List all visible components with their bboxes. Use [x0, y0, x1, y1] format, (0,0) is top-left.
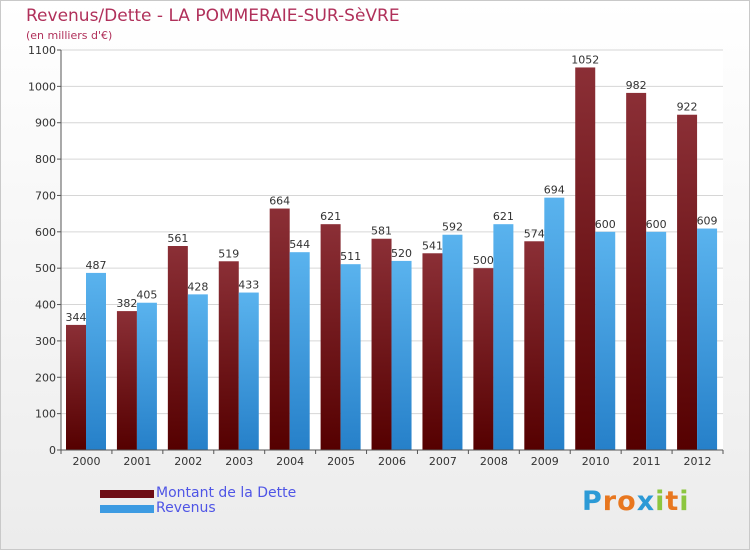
chart-title: Revenus/Dette - LA POMMERAIE-SUR-SèVRE	[26, 6, 400, 26]
x-tick-label: 2011	[633, 455, 661, 468]
bar-dette	[320, 224, 341, 450]
data-label: 694	[544, 184, 565, 197]
bar-dette	[269, 208, 290, 450]
bar-dette	[66, 324, 86, 450]
chart-subtitle: (en milliers d'€)	[26, 29, 113, 42]
x-tick-label: 2008	[480, 455, 508, 468]
bar-revenus	[442, 234, 463, 450]
data-label: 621	[320, 210, 341, 223]
bar-dette	[116, 311, 137, 450]
chart-legend: Montant de la Dette Revenus	[100, 486, 296, 516]
legend-item-dette: Montant de la Dette	[100, 486, 296, 501]
data-label: 511	[340, 250, 361, 263]
data-label: 487	[86, 259, 107, 272]
data-label: 592	[442, 221, 463, 234]
bar-dette	[626, 92, 647, 450]
data-label: 520	[391, 247, 412, 260]
logo-letter: P	[582, 486, 603, 517]
bar-dette	[677, 114, 698, 451]
x-tick-label: 2003	[225, 455, 253, 468]
y-tick-label: 800	[35, 153, 56, 166]
bar-dette	[371, 238, 392, 450]
data-label: 664	[269, 195, 290, 208]
y-tick-label: 0	[49, 444, 56, 457]
logo-letter: x	[636, 486, 656, 517]
bar-dette	[167, 246, 188, 450]
logo-letter: t	[665, 486, 680, 517]
legend-item-revenus: Revenus	[100, 501, 296, 516]
data-label: 344	[66, 311, 87, 324]
data-label: 581	[371, 225, 392, 238]
legend-swatch-dette	[100, 489, 154, 498]
data-label: 922	[677, 101, 698, 114]
bar-revenus	[646, 231, 667, 450]
data-label: 982	[626, 79, 647, 92]
data-label: 574	[524, 227, 545, 240]
bar-dette	[422, 253, 443, 450]
y-tick-label: 600	[35, 226, 56, 239]
data-label: 621	[493, 210, 514, 223]
data-label: 519	[218, 247, 239, 260]
bar-revenus	[289, 252, 310, 450]
logo-letter: i	[655, 486, 666, 517]
x-tick-label: 2002	[174, 455, 202, 468]
data-label: 561	[167, 232, 188, 245]
y-tick-label: 100	[35, 408, 56, 421]
data-label: 433	[238, 279, 259, 292]
x-tick-label: 2005	[327, 455, 355, 468]
data-label: 500	[473, 254, 494, 267]
bar-dette	[473, 268, 494, 450]
bar-revenus	[86, 272, 106, 450]
data-label: 405	[136, 289, 157, 302]
x-tick-label: 2001	[123, 455, 151, 468]
y-tick-label: 500	[35, 262, 56, 275]
bar-revenus	[595, 231, 616, 450]
data-label: 600	[595, 218, 616, 231]
bar-revenus	[493, 224, 514, 450]
bar-revenus	[238, 292, 259, 450]
y-tick-label: 400	[35, 299, 56, 312]
legend-label-dette: Montant de la Dette	[156, 485, 297, 501]
bar-dette	[524, 241, 545, 450]
y-tick-label: 1100	[28, 44, 56, 57]
legend-label-revenus: Revenus	[156, 500, 216, 516]
data-label: 541	[422, 239, 443, 252]
x-tick-label: 2009	[531, 455, 559, 468]
x-tick-label: 2010	[582, 455, 610, 468]
data-label: 600	[646, 218, 667, 231]
y-tick-label: 900	[35, 117, 56, 130]
bar-revenus	[187, 294, 208, 450]
logo-letter: r	[602, 486, 618, 517]
bar-revenus	[340, 264, 361, 450]
y-tick-label: 300	[35, 335, 56, 348]
proxiti-logo: Proxiti	[582, 486, 690, 517]
y-tick-label: 1000	[28, 80, 56, 93]
logo-letter: i	[679, 486, 690, 517]
x-tick-label: 2004	[276, 455, 304, 468]
bar-revenus	[697, 228, 718, 450]
y-tick-label: 700	[35, 189, 56, 202]
x-tick-label: 2006	[378, 455, 406, 468]
data-label: 1052	[571, 53, 599, 66]
bar-revenus	[544, 197, 565, 450]
bar-revenus	[136, 302, 157, 450]
legend-swatch-revenus	[100, 504, 154, 513]
logo-letter: o	[617, 486, 637, 517]
data-label: 544	[289, 238, 310, 251]
bar-dette	[575, 67, 596, 451]
data-label: 428	[187, 280, 208, 293]
x-tick-label: 2007	[429, 455, 457, 468]
bar-dette	[218, 261, 239, 450]
x-tick-label: 2000	[72, 455, 100, 468]
bar-revenus	[391, 260, 412, 450]
data-label: 382	[116, 297, 137, 310]
y-tick-label: 200	[35, 371, 56, 384]
x-tick-label: 2012	[684, 455, 712, 468]
data-label: 609	[697, 215, 718, 228]
